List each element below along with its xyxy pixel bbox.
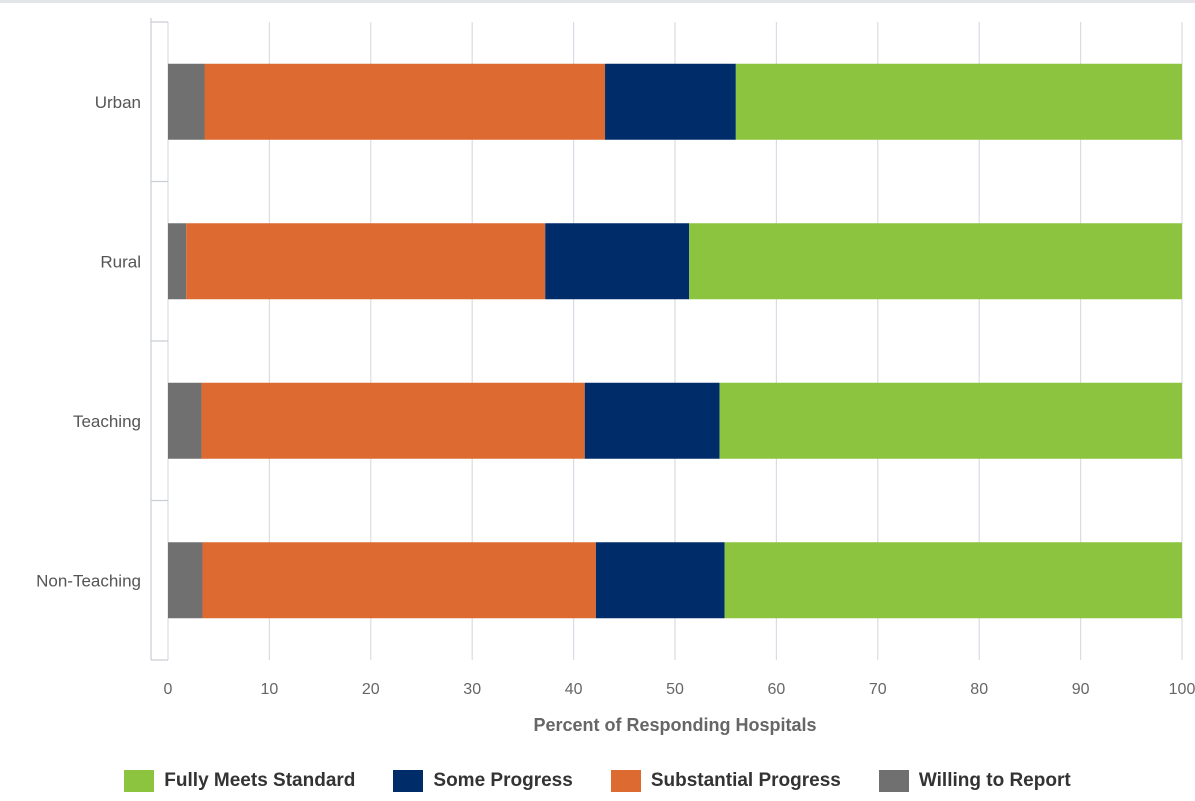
x-tick-label: 100 — [1169, 681, 1195, 698]
bar-segment-some-progress-teaching — [584, 382, 720, 459]
x-tick-label: 10 — [261, 681, 279, 698]
legend-swatch — [393, 770, 424, 792]
bar-segment-fully-meets-standard-teaching — [719, 382, 1182, 459]
stacked-bar-chart: 0 10 20 30 40 50 60 70 80 90 100 Urban Rural Teaching… — [36, 18, 1195, 735]
legend-item[interactable]: Fully Meets Standard — [124, 770, 355, 792]
bar-segment-willing-to-report-urban — [168, 63, 205, 140]
x-tick-label: 0 — [164, 681, 173, 698]
bar-segment-substantial-progress-non-teaching — [202, 542, 596, 619]
top-divider — [0, 0, 1195, 3]
legend-item[interactable]: Some Progress — [393, 770, 573, 792]
x-tick-label: 30 — [463, 681, 481, 698]
bar-segment-willing-to-report-teaching — [168, 382, 202, 459]
x-axis-title: Percent of Responding Hospitals — [533, 715, 816, 735]
legend-swatch — [878, 770, 909, 792]
y-category-label: Urban — [95, 93, 141, 112]
y-category-label: Teaching — [73, 412, 141, 431]
legend-label: Substantial Progress — [650, 770, 841, 791]
bar-segment-willing-to-report-non-teaching — [168, 542, 203, 619]
x-tick-label: 80 — [970, 681, 988, 698]
y-category-label: Non-Teaching — [36, 571, 141, 590]
y-category-label: Rural — [100, 252, 141, 271]
legend-swatch — [124, 770, 155, 792]
x-tick-label: 90 — [1072, 681, 1090, 698]
legend-item[interactable]: Willing to Report — [878, 770, 1071, 792]
bar-segment-willing-to-report-rural — [168, 223, 187, 300]
bar-segment-fully-meets-standard-non-teaching — [724, 542, 1182, 619]
bar-segment-some-progress-rural — [545, 223, 690, 300]
legend-label: Fully Meets Standard — [164, 770, 356, 791]
x-tick-label: 70 — [869, 681, 887, 698]
legend-swatch — [610, 770, 641, 792]
x-tick-label: 20 — [362, 681, 380, 698]
legend-item[interactable]: Substantial Progress — [610, 770, 841, 792]
x-tick-label: 40 — [565, 681, 583, 698]
legend-label: Willing to Report — [918, 770, 1071, 791]
bar-segment-some-progress-non-teaching — [595, 542, 725, 619]
bar-segment-some-progress-urban — [605, 63, 736, 140]
bar-segment-fully-meets-standard-rural — [689, 223, 1182, 300]
axes: 0 10 20 30 40 50 60 70 80 90 100 Urban Rural Teaching… — [36, 18, 1195, 698]
legend: Fully Meets Standard Some Progress Substan… — [0, 770, 1195, 792]
x-tick-label: 50 — [666, 681, 684, 698]
bars — [168, 63, 1182, 619]
bar-segment-fully-meets-standard-urban — [735, 63, 1182, 140]
x-tick-label: 60 — [768, 681, 786, 698]
bar-segment-substantial-progress-rural — [186, 223, 546, 300]
bar-segment-substantial-progress-teaching — [201, 382, 585, 459]
legend-label: Some Progress — [433, 770, 573, 791]
bar-segment-substantial-progress-urban — [204, 63, 606, 140]
